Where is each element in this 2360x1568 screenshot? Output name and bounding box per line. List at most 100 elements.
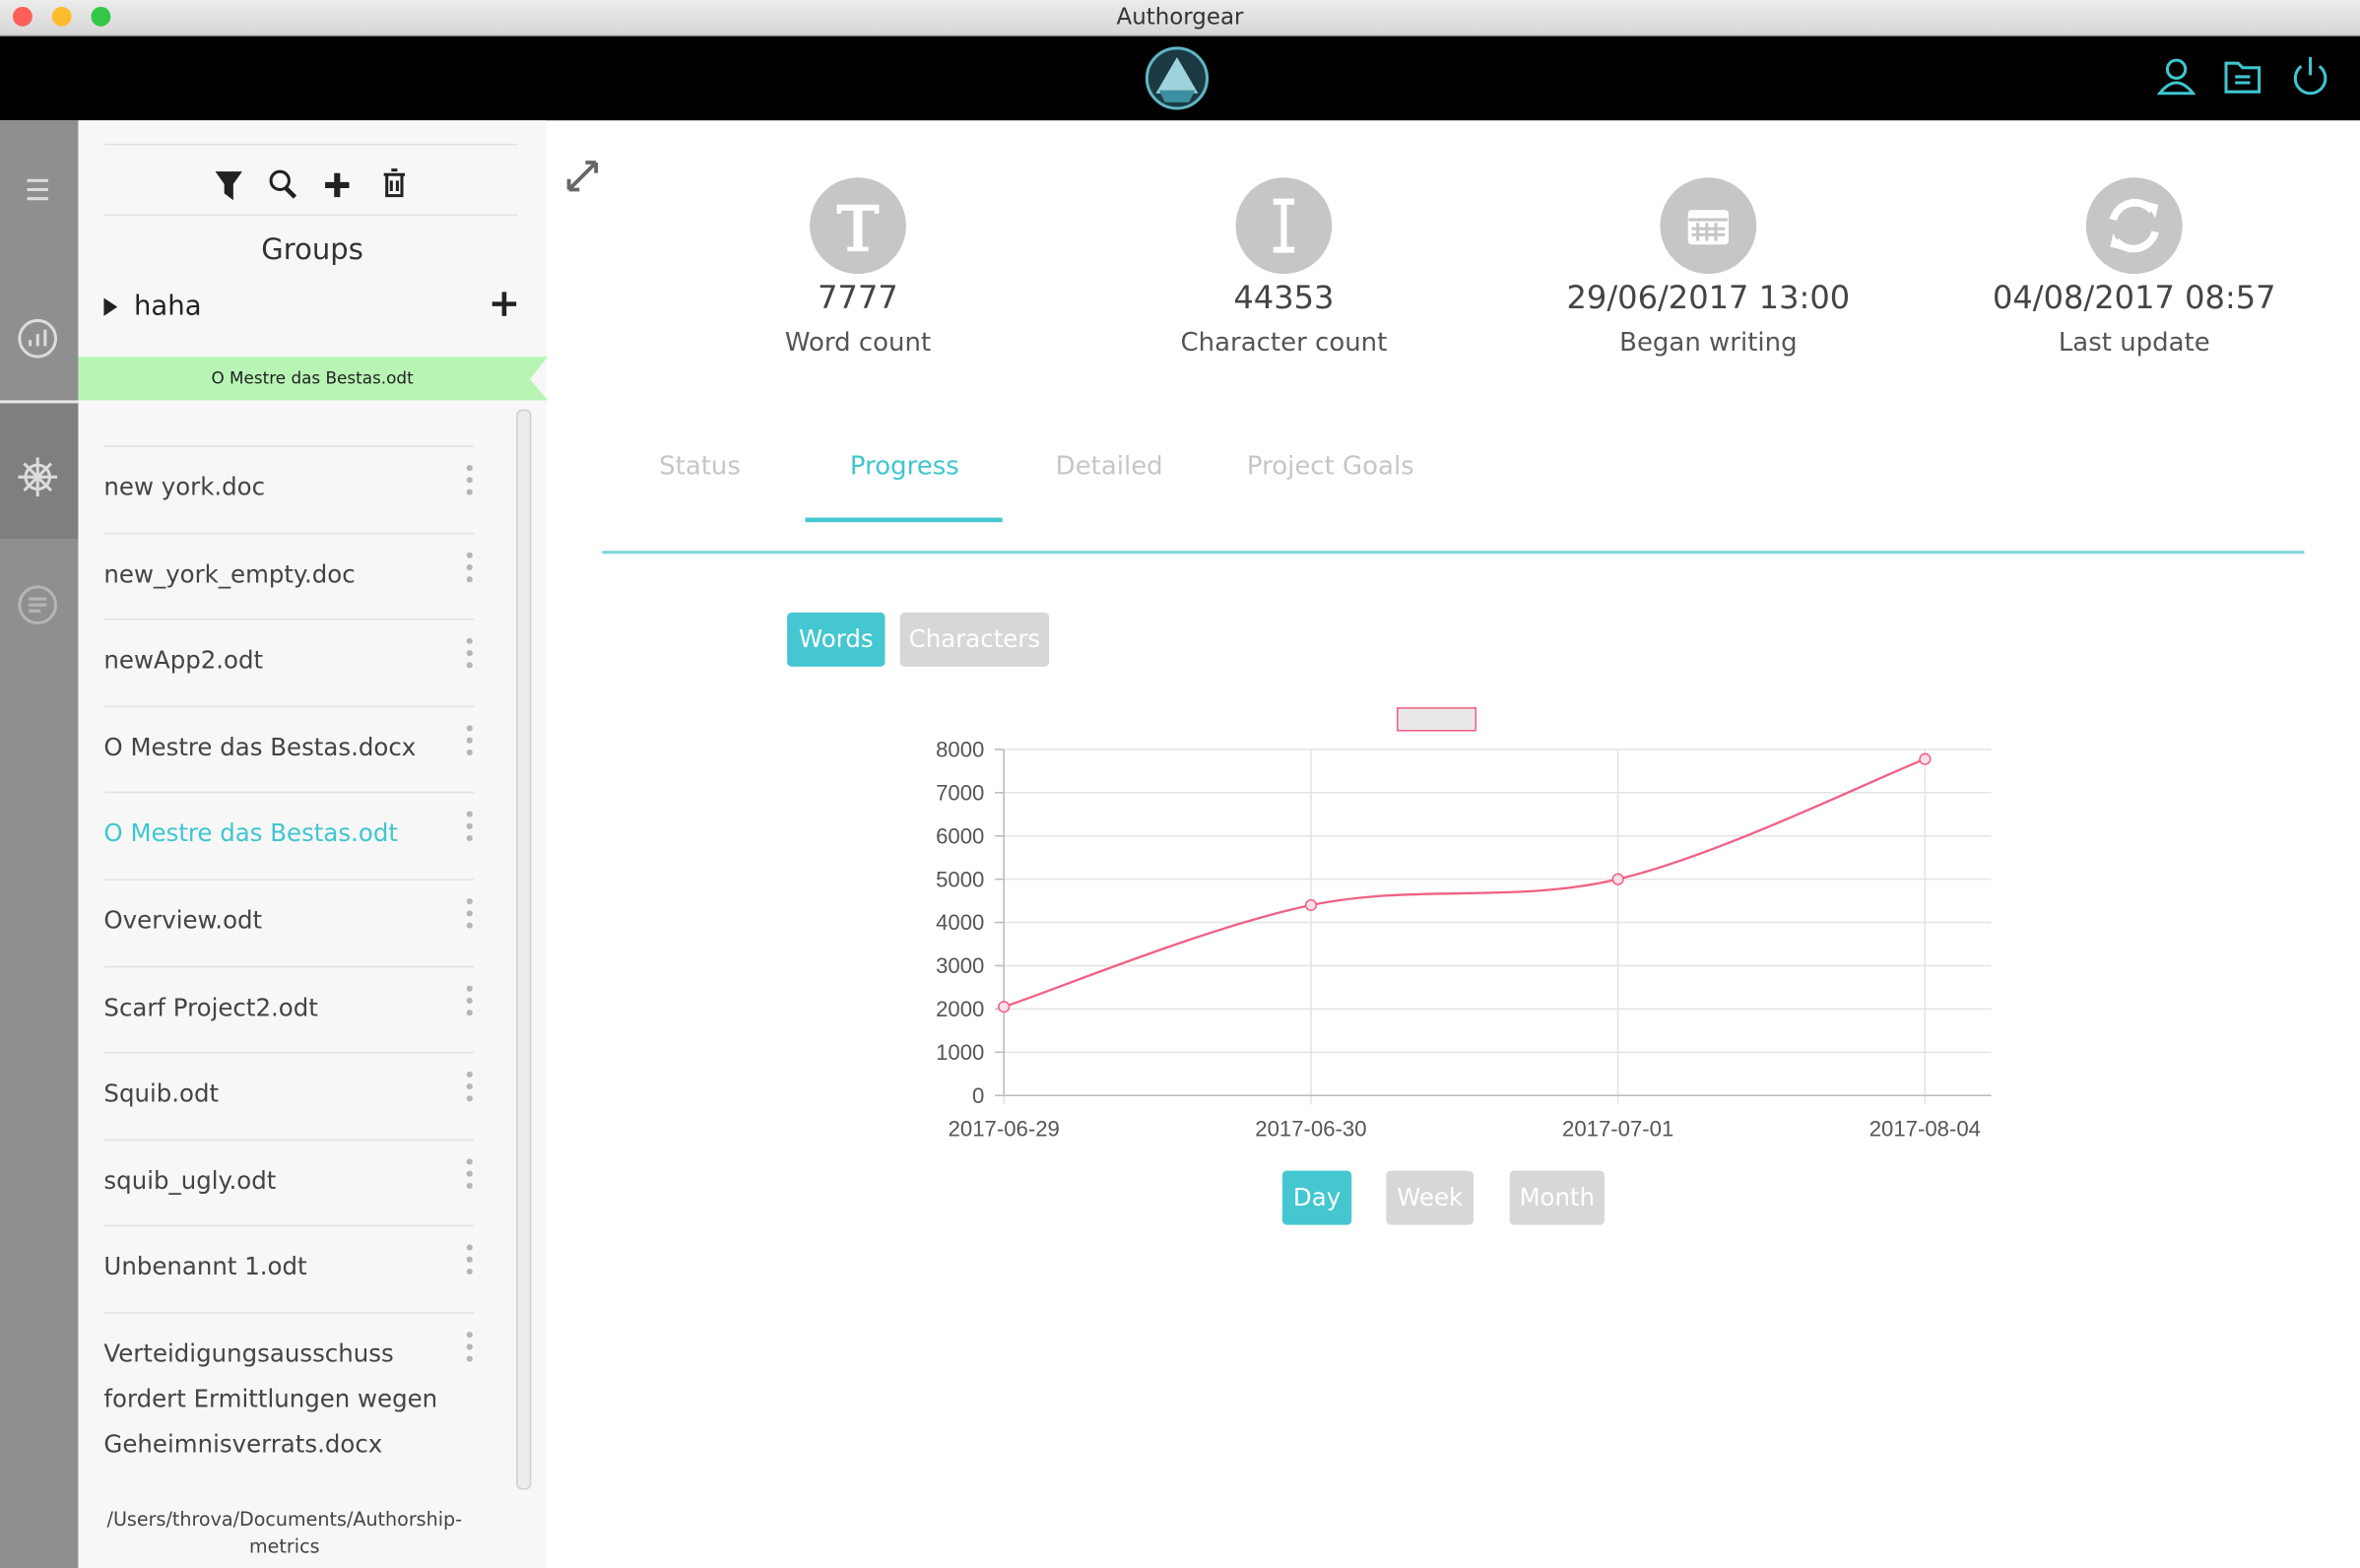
power-icon[interactable]: [2293, 57, 2327, 96]
stat-label: Began writing: [1619, 328, 1798, 359]
period-button[interactable]: Month: [1509, 1170, 1605, 1225]
file-item[interactable]: O Mestre das Bestas.odt: [103, 818, 398, 848]
tab[interactable]: Progress: [849, 451, 959, 482]
y-tick-label: 0: [972, 1083, 984, 1108]
y-tick-label: 3000: [936, 953, 984, 978]
helm-icon[interactable]: [18, 457, 58, 497]
active-file-banner: O Mestre das Bestas.odt: [211, 368, 414, 389]
file-menu[interactable]: [466, 465, 475, 501]
period-button[interactable]: Day: [1281, 1170, 1352, 1225]
file-separator: [103, 705, 475, 707]
x-tick-label: 2017-06-30: [1255, 1117, 1366, 1142]
logo[interactable]: [1145, 46, 1210, 110]
rail-icons: [0, 178, 79, 625]
file-menu[interactable]: [466, 1332, 475, 1368]
fullscreen-icon[interactable]: [564, 158, 604, 197]
data-point: [1304, 898, 1318, 912]
metric-button[interactable]: Characters: [899, 612, 1050, 667]
chat-icon[interactable]: [18, 585, 58, 625]
tab[interactable]: Project Goals: [1246, 451, 1414, 482]
stat-value: 44353: [1233, 280, 1335, 316]
y-tick-label: 4000: [936, 910, 984, 935]
file-menu[interactable]: [466, 812, 475, 848]
zoom-button[interactable]: [91, 6, 111, 27]
period-button[interactable]: Week: [1386, 1170, 1474, 1225]
user-icon[interactable]: [2156, 58, 2196, 96]
file-menu[interactable]: [466, 638, 475, 675]
stat-label: Word count: [784, 328, 932, 359]
stat-label: Last update: [2058, 328, 2210, 359]
file-item[interactable]: Verteidigungsausschuss fordert Ermittlun…: [103, 1339, 438, 1459]
search-icon[interactable]: [269, 169, 297, 199]
file-separator: [103, 965, 475, 967]
stats-icon[interactable]: [18, 318, 58, 359]
tabs-divider: [602, 551, 2305, 555]
data-point: [1611, 873, 1624, 885]
file-menu[interactable]: [466, 725, 475, 761]
stat-value: 29/06/2017 13:00: [1566, 280, 1851, 316]
add-to-group[interactable]: [492, 292, 517, 316]
file-item[interactable]: newApp2.odt: [103, 645, 264, 675]
tab[interactable]: Detailed: [1055, 451, 1163, 482]
x-tick-label: 2017-07-01: [1562, 1117, 1673, 1142]
scrollbar[interactable]: [516, 409, 532, 1490]
active-banner: [78, 357, 549, 401]
file-menu[interactable]: [466, 1158, 475, 1195]
file-item[interactable]: O Mestre das Bestas.docx: [103, 732, 417, 761]
left-rail: [0, 120, 79, 1568]
data-point: [998, 1001, 1011, 1013]
file-item[interactable]: Unbenannt 1.odt: [103, 1252, 307, 1281]
filter-icon[interactable]: [215, 171, 242, 201]
file-item[interactable]: squib_ugly.odt: [103, 1165, 277, 1195]
window-title: Authorgear: [1116, 3, 1244, 31]
group-name[interactable]: haha: [133, 290, 202, 322]
folder-icon[interactable]: [2224, 61, 2262, 94]
y-tick-label: 5000: [936, 867, 984, 891]
file-separator: [103, 532, 475, 534]
metric-button[interactable]: Words: [787, 612, 885, 667]
rail-active: [0, 403, 79, 539]
file-item[interactable]: Scarf Project2.odt: [103, 992, 318, 1021]
menu-icon[interactable]: [27, 178, 48, 201]
y-tick-label: 2000: [936, 997, 984, 1021]
file-separator: [103, 879, 475, 881]
file-menu[interactable]: [466, 985, 475, 1021]
file-item[interactable]: Overview.odt: [103, 905, 263, 935]
file-separator: [103, 1225, 475, 1227]
file-menu[interactable]: [466, 1245, 475, 1281]
file-separator: [103, 792, 475, 794]
legend-box[interactable]: [1397, 707, 1477, 732]
file-separator: [103, 1312, 475, 1314]
file-item[interactable]: new york.doc: [103, 472, 266, 501]
delete-icon[interactable]: [383, 168, 406, 198]
sidebar-toolbar: [78, 143, 549, 401]
stat-label: Character count: [1180, 328, 1388, 359]
traffic-lights: [12, 6, 111, 27]
close-button[interactable]: [12, 6, 33, 27]
y-tick-label: 8000: [936, 737, 984, 761]
data-line: [1003, 757, 1926, 1009]
file-item[interactable]: Squib.odt: [103, 1078, 220, 1108]
file-menu[interactable]: [466, 1072, 475, 1108]
file-item[interactable]: new_york_empty.doc: [103, 558, 356, 588]
expand-triangle[interactable]: [103, 297, 118, 316]
y-tick-label: 6000: [936, 823, 984, 848]
title-bar: Authorgear: [0, 0, 2360, 36]
y-tick-label: 7000: [936, 780, 984, 805]
minimize-button[interactable]: [51, 6, 72, 27]
file-separator: [103, 1052, 475, 1054]
y-tick-label: 1000: [936, 1040, 984, 1065]
file-menu[interactable]: [466, 552, 475, 588]
x-tick-label: 2017-08-04: [1869, 1117, 1981, 1142]
file-menu[interactable]: [466, 898, 475, 935]
add-icon[interactable]: [325, 172, 350, 198]
data-point: [1919, 752, 1932, 765]
stat-value: 04/08/2017 08:57: [1992, 280, 2276, 316]
stat-icons: [810, 177, 2183, 275]
tab[interactable]: Status: [659, 451, 741, 482]
file-separator: [103, 1139, 475, 1141]
groups-heading: Groups: [261, 232, 363, 267]
